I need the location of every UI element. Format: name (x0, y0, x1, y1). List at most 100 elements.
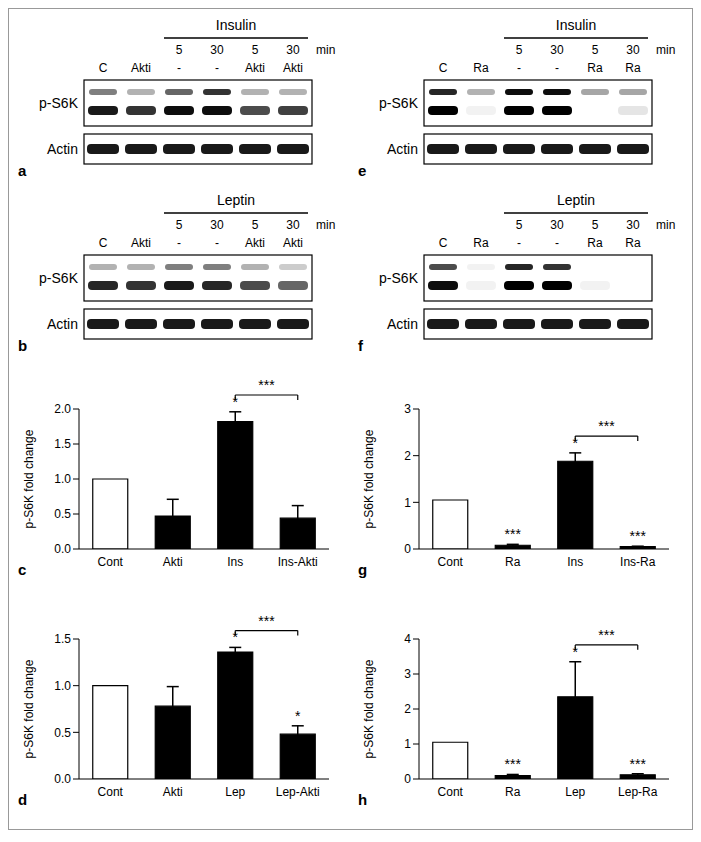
svg-text:1: 1 (404, 496, 411, 510)
svg-text:*: * (295, 708, 301, 724)
svg-text:4: 4 (404, 632, 411, 646)
svg-text:***: *** (258, 377, 275, 393)
svg-text:30: 30 (286, 43, 300, 57)
svg-text:Akti: Akti (283, 61, 303, 75)
svg-text:***: *** (258, 613, 275, 629)
svg-text:Akti: Akti (163, 785, 183, 799)
svg-text:0.5: 0.5 (54, 726, 71, 740)
svg-text:Akti: Akti (283, 236, 303, 250)
svg-text:***: *** (598, 627, 615, 643)
svg-text:2: 2 (404, 449, 411, 463)
svg-text:min: min (316, 218, 335, 232)
svg-text:5: 5 (252, 43, 259, 57)
svg-text:Ins-Ra: Ins-Ra (620, 555, 656, 569)
svg-text:30: 30 (286, 218, 300, 232)
svg-text:30: 30 (626, 43, 640, 57)
svg-text:1.5: 1.5 (54, 632, 71, 646)
svg-text:-: - (517, 236, 521, 250)
svg-text:f: f (358, 337, 364, 354)
svg-text:a: a (18, 162, 27, 179)
svg-text:Ra: Ra (587, 61, 603, 75)
svg-text:0.5: 0.5 (54, 507, 71, 521)
svg-text:Ra: Ra (505, 555, 521, 569)
svg-text:Ra: Ra (473, 61, 489, 75)
svg-text:C: C (439, 61, 448, 75)
svg-text:5: 5 (516, 43, 523, 57)
svg-text:5: 5 (176, 218, 183, 232)
svg-text:0.0: 0.0 (54, 542, 71, 556)
svg-text:Actin: Actin (47, 141, 78, 157)
svg-text:Ins-Akti: Ins-Akti (278, 555, 318, 569)
svg-text:p-S6K fold change: p-S6K fold change (22, 429, 36, 528)
svg-text:Insulin: Insulin (216, 17, 256, 33)
svg-text:min: min (656, 218, 675, 232)
svg-text:Ra: Ra (587, 236, 603, 250)
svg-text:Actin: Actin (387, 316, 418, 332)
svg-text:Leptin: Leptin (217, 192, 255, 208)
svg-text:Akti: Akti (131, 236, 151, 250)
svg-text:2.0: 2.0 (54, 402, 71, 416)
svg-text:30: 30 (210, 218, 224, 232)
svg-text:-: - (555, 236, 559, 250)
svg-text:30: 30 (210, 43, 224, 57)
svg-text:***: *** (505, 756, 522, 772)
svg-text:Ra: Ra (625, 61, 641, 75)
svg-text:p-S6K: p-S6K (379, 95, 419, 111)
svg-text:0: 0 (404, 542, 411, 556)
svg-text:C: C (99, 61, 108, 75)
svg-text:***: *** (505, 526, 522, 542)
svg-text:min: min (656, 43, 675, 57)
svg-text:Ins: Ins (567, 555, 583, 569)
svg-text:1: 1 (404, 737, 411, 751)
svg-text:-: - (215, 236, 219, 250)
svg-text:5: 5 (252, 218, 259, 232)
svg-text:Cont: Cont (438, 785, 464, 799)
svg-text:Akti: Akti (163, 555, 183, 569)
svg-text:Lep: Lep (225, 785, 245, 799)
svg-text:min: min (316, 43, 335, 57)
svg-text:Ra: Ra (473, 236, 489, 250)
svg-text:Akti: Akti (245, 236, 265, 250)
svg-text:***: *** (630, 528, 647, 544)
svg-text:1.0: 1.0 (54, 679, 71, 693)
svg-text:1.5: 1.5 (54, 437, 71, 451)
svg-text:5: 5 (516, 218, 523, 232)
svg-text:30: 30 (626, 218, 640, 232)
svg-text:p-S6K: p-S6K (39, 270, 79, 286)
svg-text:Akti: Akti (131, 61, 151, 75)
svg-text:p-S6K fold change: p-S6K fold change (22, 659, 36, 758)
svg-text:Actin: Actin (387, 141, 418, 157)
svg-text:***: *** (630, 756, 647, 772)
svg-text:Akti: Akti (245, 61, 265, 75)
svg-text:Cont: Cont (98, 785, 124, 799)
svg-text:p-S6K fold change: p-S6K fold change (362, 659, 376, 758)
svg-text:-: - (517, 61, 521, 75)
svg-text:*: * (573, 435, 579, 451)
svg-text:Insulin: Insulin (556, 17, 596, 33)
svg-text:Lep-Akti: Lep-Akti (276, 785, 320, 799)
svg-text:-: - (177, 236, 181, 250)
svg-text:-: - (555, 61, 559, 75)
svg-text:Lep: Lep (565, 785, 585, 799)
svg-text:*: * (233, 394, 239, 410)
svg-text:1.0: 1.0 (54, 472, 71, 486)
svg-text:Cont: Cont (438, 555, 464, 569)
svg-text:e: e (358, 162, 366, 179)
svg-text:*: * (573, 644, 579, 660)
svg-text:C: C (439, 236, 448, 250)
svg-text:Ra: Ra (505, 785, 521, 799)
svg-text:***: *** (598, 418, 615, 434)
svg-text:Actin: Actin (47, 316, 78, 332)
svg-text:Cont: Cont (98, 555, 124, 569)
svg-text:C: C (99, 236, 108, 250)
svg-text:30: 30 (550, 43, 564, 57)
svg-text:0: 0 (404, 772, 411, 786)
svg-text:3: 3 (404, 402, 411, 416)
svg-text:30: 30 (550, 218, 564, 232)
svg-text:-: - (215, 61, 219, 75)
svg-text:5: 5 (592, 218, 599, 232)
svg-text:Ra: Ra (625, 236, 641, 250)
svg-text:Ins: Ins (227, 555, 243, 569)
svg-text:5: 5 (592, 43, 599, 57)
svg-text:Lep-Ra: Lep-Ra (618, 785, 658, 799)
